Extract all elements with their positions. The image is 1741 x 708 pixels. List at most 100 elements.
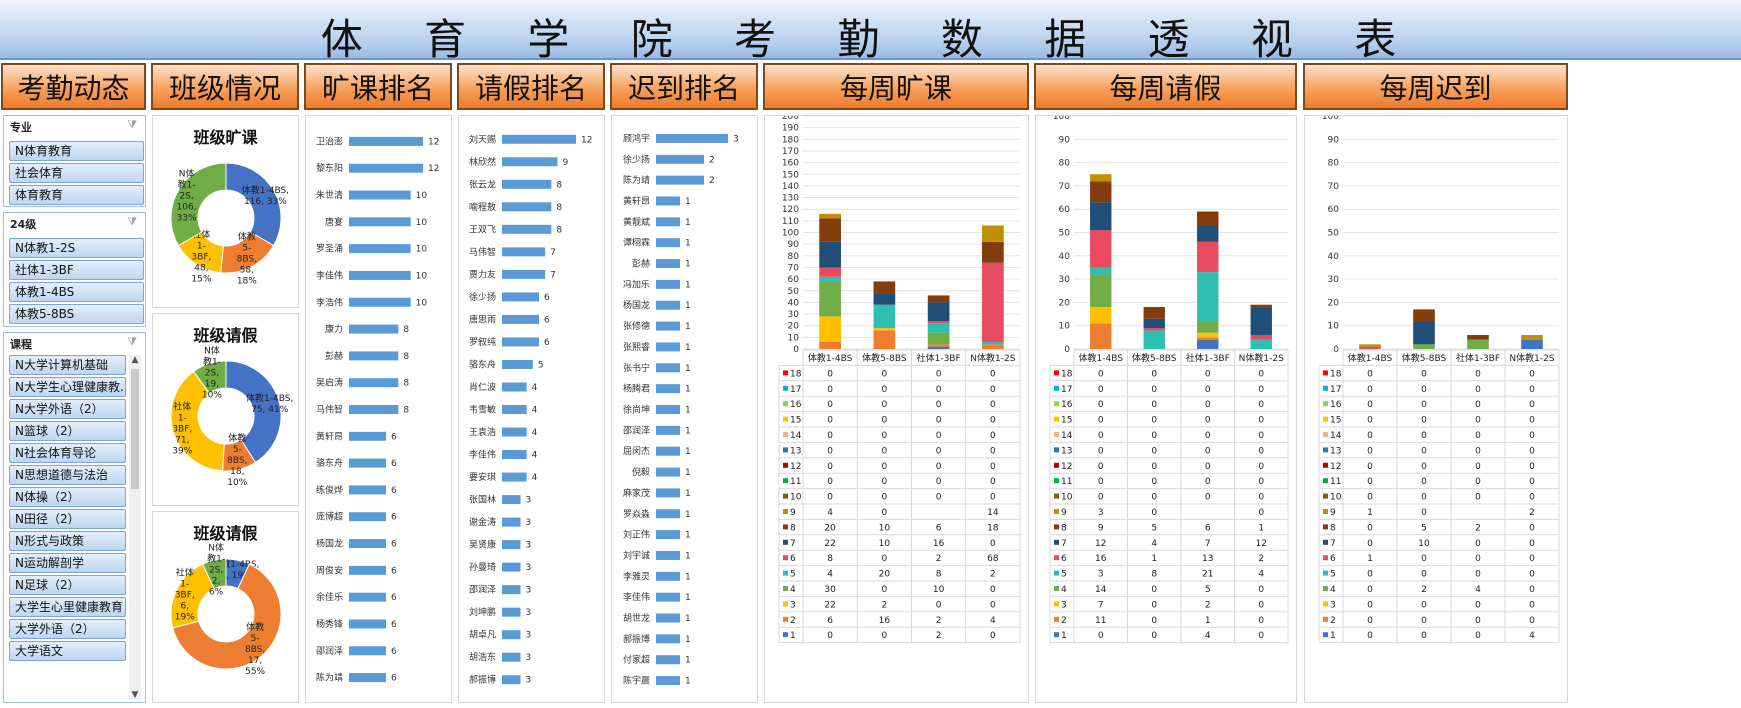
table-cell: 2 [1529,508,1535,518]
rank-bar [656,196,680,206]
y-tick-label: 200 [782,116,799,122]
table-cell: 0 [1151,600,1157,610]
rank-name: 杨秀锋 [316,618,343,630]
slicer-item[interactable]: N大学外语（2） [9,399,126,419]
table-cell: 0 [1421,600,1427,610]
slicer-item[interactable]: N思想道德与法治 [9,465,126,485]
table-cell: 10 [879,523,891,533]
table-cell: 16 [1095,554,1107,564]
table-cell: 0 [827,385,833,395]
table-cell: 2 [1475,523,1481,533]
slicer-item[interactable]: 社会体育 [9,163,144,183]
rank-bar [502,585,521,595]
scrollbar[interactable]: ▲ ▼ [129,355,141,700]
category-label: 社体1-3BF [917,352,961,364]
rank-value: 1 [685,635,691,645]
table-cell: 68 [987,554,999,564]
slicer-item[interactable]: N运动解剖学 [9,553,126,573]
week-label: 6 [790,554,796,564]
rank-value: 1 [685,301,691,311]
legend-swatch [783,632,788,638]
slicer-item[interactable]: 大学语文 [9,641,126,661]
slicer-item[interactable]: N社会体育导论 [9,443,126,463]
table-cell: 1 [1258,523,1264,533]
stacked-segment [819,342,841,349]
legend-swatch [1054,632,1059,638]
rank-name: 陈为靖 [316,672,343,684]
slicer-item[interactable]: N足球（2） [9,575,126,595]
week-label: 12 [1061,462,1072,472]
week-label: 1 [790,631,796,641]
table-cell: 0 [1098,385,1104,395]
rank-bar [349,270,411,280]
slicer-item[interactable]: N体育教育 [9,141,144,161]
legend-swatch [1323,478,1328,484]
donut-label: 体教 5-8BS, 17, 55% [245,621,266,677]
table-cell: 0 [882,508,888,518]
slicer-major: 专业 ⧩ N体育教育 社会体育 体育教育 [3,115,146,207]
legend-swatch [1323,616,1328,622]
table-cell: 6 [827,616,833,626]
slicer-item[interactable]: N形式与政策 [9,531,126,551]
slicer-item[interactable]: 体教1-4BS [9,282,144,302]
scroll-down-icon[interactable]: ▼ [131,690,139,700]
rank-name: 要安琪 [469,471,496,483]
table-cell: 0 [1421,631,1427,641]
stacked-segment [819,316,841,343]
rank-name: 骆东舟 [316,457,343,469]
late-rank-chart: 顾鸿宇 3 徐少扬 2 陈为靖 2 黄轩昂 1 黄靓斌 1 谭栩霖 1 彭赫 1 冯加乐 1 杨国龙 1 张修德 1 张… [623,132,739,686]
table-cell: 0 [1367,477,1373,487]
slicer-item[interactable]: 体育教育 [9,185,144,205]
stacked-segment [1090,274,1112,308]
table-cell: 0 [1367,539,1373,549]
scroll-up-icon[interactable]: ▲ [131,355,139,365]
donut-slice [225,162,282,247]
slicer-item[interactable]: N田径（2） [9,509,126,529]
stacked-segment [1090,181,1112,203]
table-cell: 12 [1095,539,1106,549]
slicer-item[interactable]: N篮球（2） [9,421,126,441]
table-cell: 0 [1421,385,1427,395]
table-cell: 8 [1151,570,1157,580]
rank-name: 胡世龙 [623,612,650,624]
rank-value: 1 [685,426,691,436]
filter-clear-icon[interactable]: ⧩ [127,215,137,228]
table-cell: 0 [1258,600,1264,610]
table-cell: 0 [1367,631,1373,641]
slicer-item[interactable]: N体教1-2S [9,238,144,258]
table-cell: 0 [882,554,888,564]
rank-name: 庞博超 [316,511,343,523]
legend-swatch [783,447,788,453]
scroll-thumb[interactable] [131,369,139,489]
stacked-segment [1250,335,1272,340]
category-label: 社体1-3BF [1186,352,1230,364]
filter-clear-icon[interactable]: ⧩ [127,335,137,348]
slicer-item[interactable]: 社体1-3BF [9,260,144,280]
table-cell: 0 [1258,616,1264,626]
slicer-item[interactable]: N大学计算机基础 [9,355,126,375]
stacked-segment [1143,330,1165,349]
slicer-item[interactable]: N体操（2） [9,487,126,507]
table-cell: 0 [1475,539,1481,549]
table-cell: 0 [1367,462,1373,472]
rank-value: 8 [556,180,562,190]
slicer-item[interactable]: 大学外语（2） [9,619,126,639]
rank-value: 3 [526,676,532,686]
y-tick-label: 60 [1059,205,1071,215]
slicer-item[interactable]: 大学生心里健康教育 [9,597,126,617]
table-cell: 6 [936,523,942,533]
table-cell: 0 [936,431,942,441]
rank-value: 1 [685,593,691,603]
stacked-segment [1090,230,1112,268]
rank-bar [502,269,546,279]
rank-name: 张云龙 [469,178,496,190]
weekly-leave-panel: 0 10 20 30 40 50 60 70 80 90 100 体教1-4BS 体教5-8BS 社体1-… [1035,112,1297,703]
table-cell: 0 [1475,446,1481,456]
table-cell: 21 [1202,570,1213,580]
stacked-segment [819,218,841,242]
slicer-item[interactable]: 体教5-8BS [9,304,144,324]
slicer-item[interactable]: N大学生心理健康教... [9,377,126,397]
table-cell: 0 [882,493,888,503]
table-cell: 0 [1421,369,1427,379]
filter-clear-icon[interactable]: ⧩ [127,118,137,131]
